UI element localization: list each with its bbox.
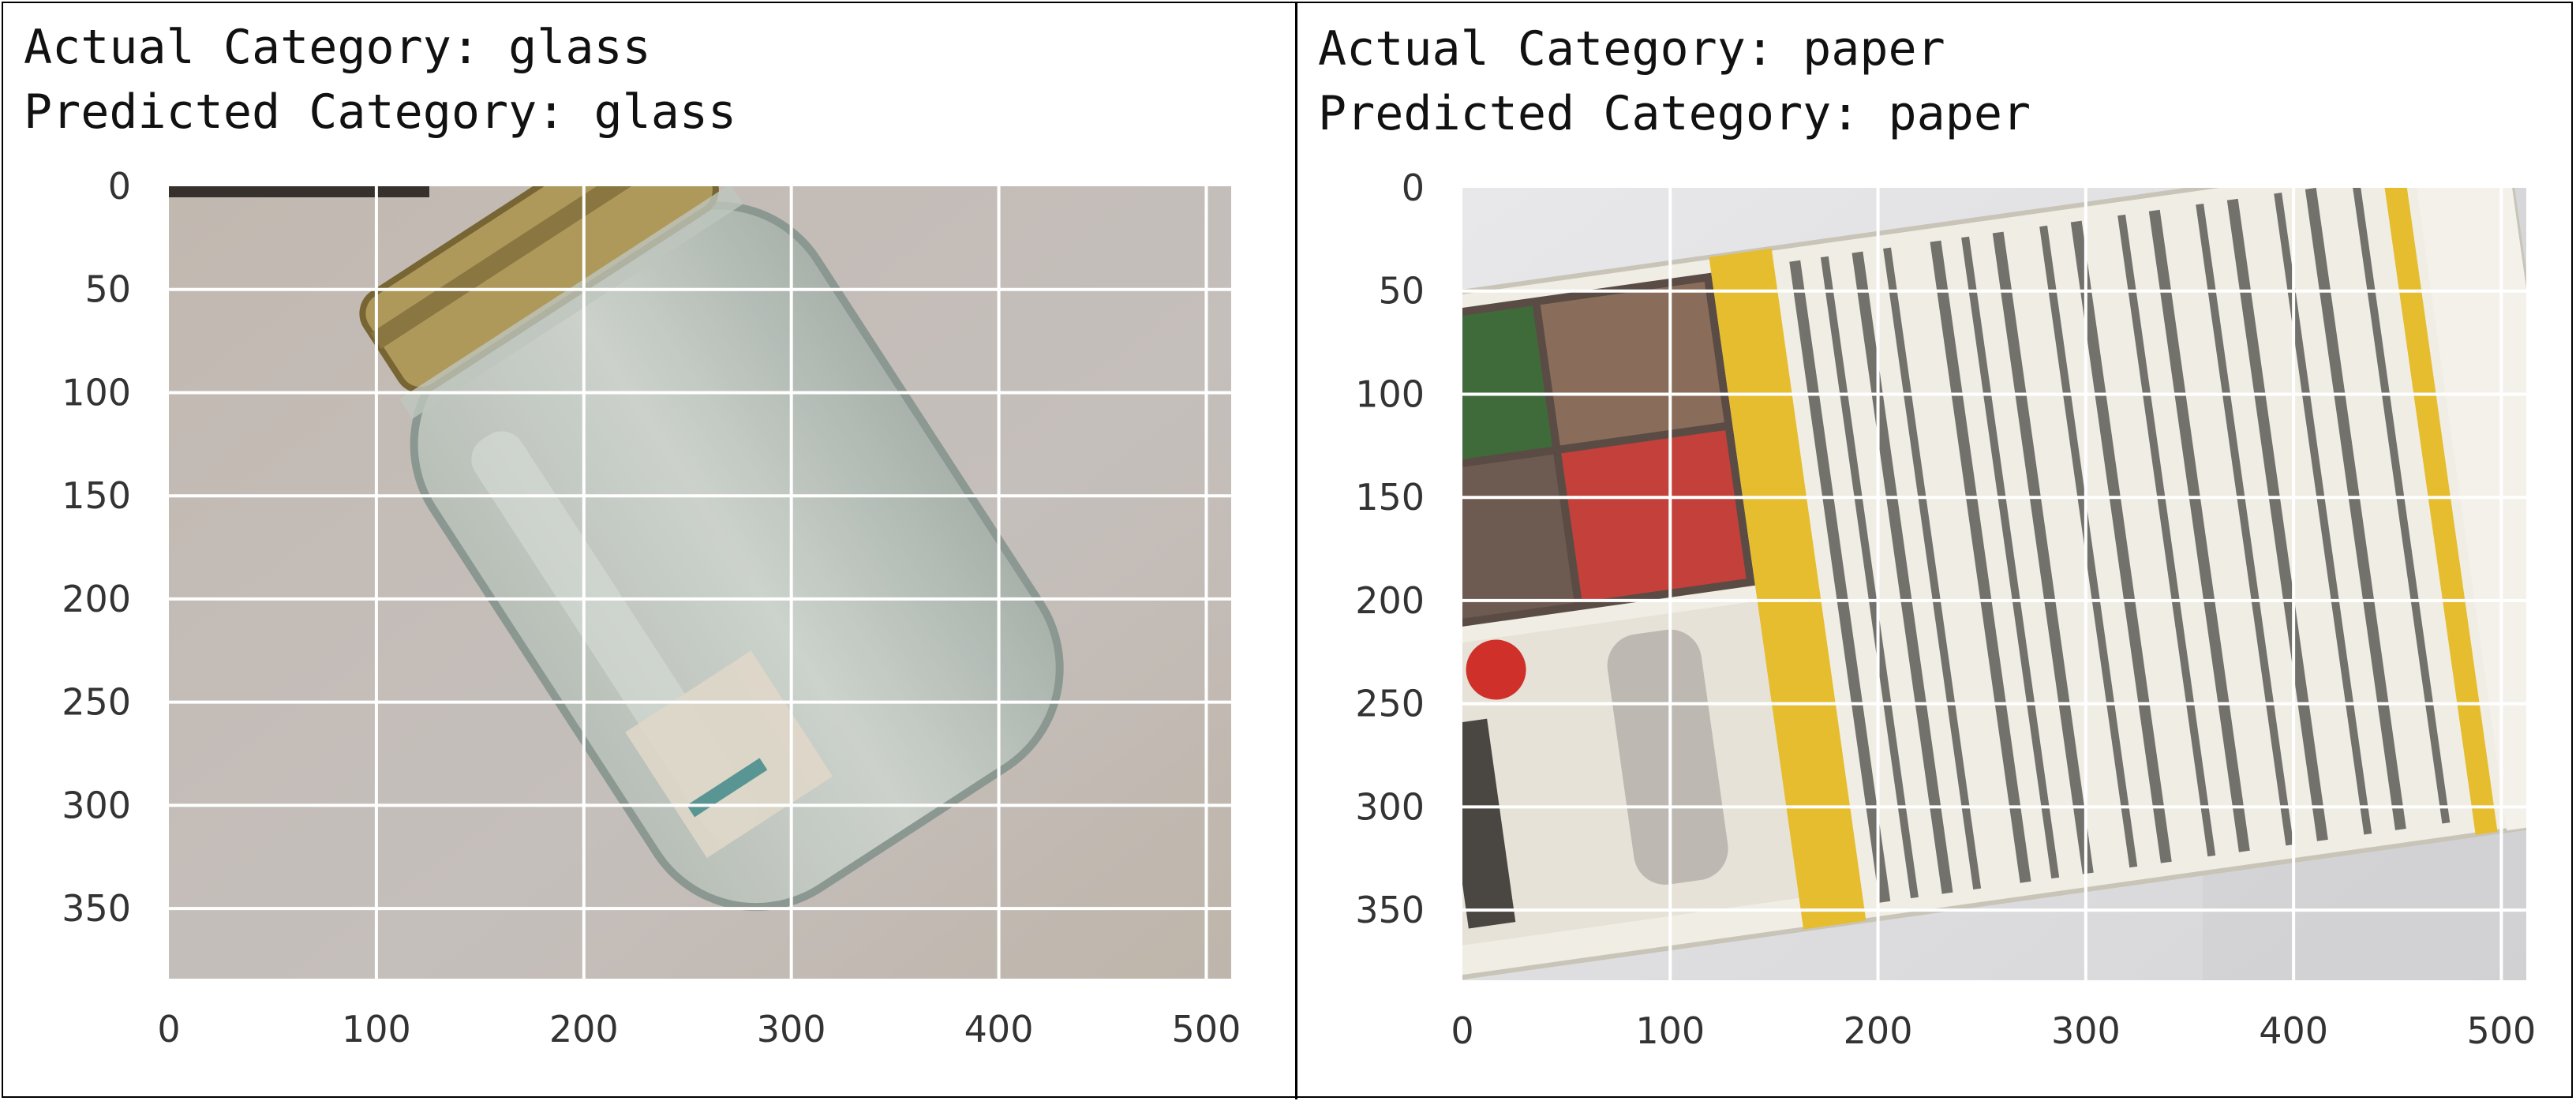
photo-paper-flyer [1462, 188, 2526, 980]
x-tick-label: 0 [1451, 1009, 1473, 1052]
prediction-panel-paper: Actual Category: paper Predicted Categor… [1295, 0, 2576, 1101]
photo-glass-jar [169, 186, 1231, 979]
y-tick-label: 0 [1402, 167, 1425, 209]
actual-category-label: Actual Category: glass [24, 20, 651, 75]
y-tick-label: 250 [62, 681, 131, 724]
y-tick-label: 200 [62, 578, 131, 620]
tick-labels: 0 100 200 300 400 500 0 50 100 150 200 250 300 350 [62, 165, 1241, 1050]
flyer-yellow-band [1709, 248, 1866, 930]
panel-divider [1295, 2, 1297, 1099]
y-tick-label: 150 [62, 474, 131, 517]
image-axes-paper: 0 100 200 300 400 500 0 50 100 150 200 250 300 350 [1355, 167, 2536, 1052]
y-tick-label: 50 [84, 268, 131, 311]
y-tick-label: 350 [1355, 889, 1425, 931]
x-tick-label: 300 [757, 1008, 826, 1050]
x-tick-label: 200 [549, 1008, 619, 1050]
y-tick-label: 300 [62, 784, 131, 826]
flyer-logo [1466, 639, 1526, 700]
image-axes-glass: 0 100 200 300 400 500 0 50 100 150 200 250 300 350 [62, 165, 1241, 1050]
predicted-category-label: Predicted Category: glass [24, 84, 737, 140]
y-tick-label: 100 [62, 371, 131, 414]
y-tick-label: 350 [62, 887, 131, 930]
glass-jar [359, 186, 1064, 912]
x-tick-label: 100 [342, 1008, 411, 1050]
x-tick-label: 100 [1635, 1009, 1705, 1052]
actual-category-label: Actual Category: paper [1318, 21, 1945, 77]
grid-lines [169, 186, 1231, 979]
y-tick-label: 50 [1378, 270, 1425, 313]
y-tick-label: 0 [108, 165, 131, 208]
x-tick-label: 200 [1844, 1009, 1913, 1052]
grid-lines [1462, 188, 2526, 980]
x-tick-label: 500 [2467, 1009, 2537, 1052]
y-tick-label: 250 [1355, 683, 1425, 725]
tick-labels: 0 100 200 300 400 500 0 50 100 150 200 250 300 350 [1355, 167, 2536, 1052]
x-tick-label: 0 [157, 1008, 180, 1050]
x-tick-label: 300 [2051, 1009, 2121, 1052]
prediction-panel-glass: Actual Category: glass Predicted Categor… [0, 0, 1286, 1101]
x-tick-label: 400 [964, 1008, 1034, 1050]
y-tick-label: 150 [1355, 476, 1425, 519]
y-tick-label: 300 [1355, 785, 1425, 828]
y-tick-label: 200 [1355, 579, 1425, 622]
flyer-text-columns [1789, 188, 2451, 903]
x-tick-label: 500 [1172, 1008, 1241, 1050]
y-tick-label: 100 [1355, 373, 1425, 415]
photo-dark-edge [169, 186, 429, 197]
x-tick-label: 400 [2259, 1009, 2328, 1052]
predicted-category-label: Predicted Category: paper [1318, 86, 2031, 141]
